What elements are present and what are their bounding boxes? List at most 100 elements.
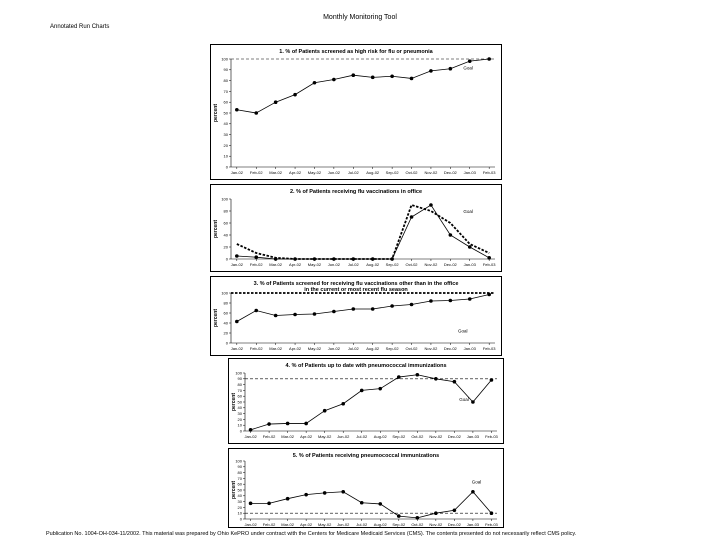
data-point (341, 489, 346, 494)
y-tick-label: 40 (238, 493, 243, 498)
data-point (378, 386, 383, 391)
x-tick-label: Jun-02 (328, 262, 341, 267)
x-tick-label: Dec-02 (448, 434, 462, 439)
x-tick-label: Jan-03 (467, 434, 480, 439)
y-tick-label: 20 (224, 244, 229, 249)
x-tick-label: Aug-02 (374, 434, 388, 439)
chart-title: 1. % of Patients screened as high risk f… (279, 49, 433, 55)
y-tick-label: 90 (238, 464, 243, 469)
y-tick-label: 40 (238, 405, 243, 410)
data-point (254, 308, 259, 313)
y-tick-label: 80 (224, 300, 229, 305)
footer-note: Publication No. 1004-OH-034-11/2002. Thi… (46, 531, 577, 537)
x-tick-label: Aug-02 (366, 262, 380, 267)
y-tick-label: 80 (238, 382, 243, 387)
y-tick-label: 100 (221, 196, 228, 201)
data-point (448, 298, 453, 303)
x-tick-label: Aug-02 (366, 346, 380, 351)
chart-title: 5. % of Patients receiving pneumococcal … (293, 453, 439, 459)
x-tick-label: Jun-02 (337, 434, 350, 439)
data-point (267, 422, 271, 426)
data-point (248, 428, 253, 432)
y-tick-label: 40 (224, 121, 229, 126)
chart-title: 4. % of Patients up to date with pneumoc… (285, 363, 446, 369)
x-tick-label: Oct-02 (406, 262, 419, 267)
data-point (390, 74, 394, 79)
x-tick-label: Jul-02 (348, 346, 360, 351)
y-tick-label: 60 (224, 310, 229, 315)
data-point (312, 312, 317, 316)
data-point (434, 377, 438, 381)
data-point (285, 496, 290, 501)
y-tick-label: 60 (224, 100, 229, 105)
data-point (293, 92, 297, 97)
chart-3: 3. % of Patients screened for receiving … (213, 281, 496, 351)
series-line (236, 204, 490, 260)
y-tick-label: 70 (224, 89, 229, 94)
data-point (332, 257, 336, 261)
y-tick-label: 20 (238, 417, 243, 422)
y-tick-label: 50 (238, 487, 243, 492)
x-tick-label: Mar-02 (269, 170, 282, 175)
x-tick-label: Apr-02 (289, 262, 302, 267)
x-tick-label: Oct-02 (406, 170, 419, 175)
x-tick-label: Jan-03 (464, 170, 477, 175)
x-tick-label: Sep-02 (392, 434, 406, 439)
data-point (351, 257, 356, 261)
data-point (452, 379, 457, 384)
data-point (452, 508, 457, 513)
page-subtitle: Annotated Run Charts (50, 24, 110, 30)
data-point (396, 375, 401, 379)
data-point (273, 313, 278, 318)
chart-4: 4. % of Patients up to date with pneumoc… (231, 363, 499, 439)
x-tick-label: Oct-02 (411, 522, 424, 527)
y-tick-label: 0 (226, 256, 229, 261)
x-tick-label: Dec-02 (448, 522, 462, 527)
y-tick-label: 10 (238, 423, 243, 428)
y-tick-label: 80 (224, 78, 229, 83)
y-tick-label: 100 (235, 370, 242, 375)
goal-line (236, 203, 490, 260)
x-tick-label: Dec-02 (444, 170, 458, 175)
x-tick-label: Aug-02 (374, 522, 388, 527)
y-axis-label: percent (231, 393, 237, 411)
x-tick-label: May-02 (308, 262, 322, 267)
x-tick-label: Jan-02 (244, 522, 257, 527)
data-point (471, 400, 475, 404)
x-tick-label: Jul-02 (348, 262, 360, 267)
x-tick-label: Nov-02 (424, 262, 438, 267)
data-point (415, 372, 420, 377)
y-tick-label: 90 (224, 67, 229, 72)
y-tick-label: 80 (224, 208, 229, 213)
chart-panel-5: 5. % of Patients receiving pneumococcal … (228, 448, 504, 528)
data-point (254, 255, 259, 259)
y-tick-label: 30 (238, 499, 243, 504)
y-tick-label: 90 (238, 376, 243, 381)
data-point (312, 257, 317, 261)
y-tick-label: 40 (224, 232, 229, 237)
y-tick-label: 100 (221, 56, 228, 61)
data-point (285, 421, 290, 426)
x-tick-label: Nov-02 (424, 170, 438, 175)
x-tick-label: Jan-02 (231, 346, 244, 351)
x-tick-label: Apr-02 (289, 170, 302, 175)
goal-label: Goal (463, 209, 473, 214)
goal-label: Goal (459, 397, 469, 402)
y-axis-label: percent (213, 104, 219, 122)
y-tick-label: 10 (238, 511, 243, 516)
data-point (448, 66, 453, 71)
data-point (248, 501, 253, 506)
y-tick-label: 20 (238, 505, 243, 510)
x-tick-label: Sep-02 (386, 262, 400, 267)
x-tick-label: Feb-03 (485, 434, 498, 439)
x-tick-label: Mar-02 (281, 522, 294, 527)
data-point (448, 233, 453, 237)
data-point (390, 257, 394, 261)
x-tick-label: Sep-02 (392, 522, 406, 527)
x-tick-label: Nov-02 (429, 434, 443, 439)
x-tick-label: May-02 (308, 170, 322, 175)
chart-panel-4: 4. % of Patients up to date with pneumoc… (228, 358, 504, 444)
data-point (341, 401, 346, 406)
x-tick-label: Feb-02 (250, 346, 263, 351)
data-point (332, 309, 336, 314)
